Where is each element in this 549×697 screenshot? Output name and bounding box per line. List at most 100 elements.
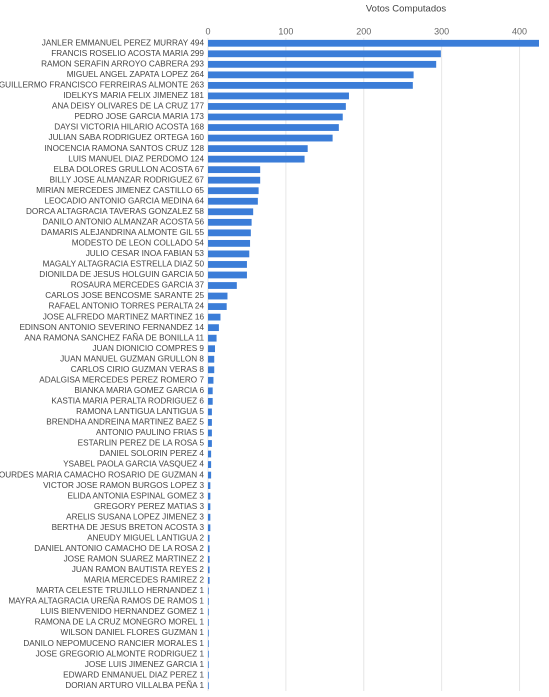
bar [208, 187, 259, 195]
y-tick-label: JULIAN SABA RODRIGUEZ ORTEGA 160 [49, 133, 205, 142]
bar [208, 671, 209, 679]
bar [208, 176, 261, 184]
y-tick-label: LUIS BIENVENIDO HERNANDEZ GOMEZ 1 [41, 607, 205, 616]
y-tick-label: MIGUEL ANGEL ZAPATA LOPEZ 264 [67, 70, 205, 79]
bar [208, 461, 212, 468]
y-tick-label: JUAN RAMON BAUTISTA REYES 2 [72, 565, 205, 574]
y-tick-label: ARELIS SUSANA LOPEZ JIMENEZ 3 [66, 512, 204, 521]
y-tick-label: MARTA CELESTE TRUJILLO HERNANDEZ 1 [36, 586, 204, 595]
bar [208, 503, 211, 511]
bar [208, 619, 209, 626]
bar [208, 366, 215, 374]
bars [208, 39, 539, 690]
bar [208, 545, 210, 553]
bar [208, 50, 441, 58]
y-tick-label: ANA DEISY OLIVARES DE LA CRUZ 177 [52, 102, 205, 111]
y-tick-label: LEOCADIO ANTONIO GARCIA MEDINA 64 [44, 196, 204, 205]
y-tick-label: MIRIAN MERCEDES JIMENEZ CASTILLO 65 [36, 186, 204, 195]
bar [208, 577, 210, 584]
bar [208, 440, 212, 447]
y-tick-label: BIANKA MARIA GOMEZ GARCIA 6 [74, 386, 204, 395]
bar [208, 471, 212, 479]
y-tick-label: KASTIA MARIA PERALTA RODRIGUEZ 6 [51, 397, 204, 406]
bar [208, 71, 414, 79]
bar [208, 208, 254, 216]
bar [208, 376, 214, 384]
y-tick-label: ANTONIO PAULINO FRIAS 5 [96, 428, 204, 437]
bar [208, 598, 209, 605]
y-tick-label: ESTARLIN PEREZ DE LA ROSA 5 [78, 439, 205, 448]
y-tick-label: DORCA ALTAGRACIA TAVERAS GONZALEZ 58 [26, 207, 204, 216]
y-tick-label: LOURDES MARIA CAMACHO ROSARIO DE GUZMAN … [0, 470, 204, 479]
y-tick-label: DANILO ANTONIO ALMANZAR ACOSTA 56 [42, 217, 204, 226]
bar [208, 587, 209, 595]
bar [208, 313, 221, 321]
bar [208, 197, 258, 205]
y-tick-label: JOSE LUIS JIMENEZ GARCIA 1 [85, 660, 205, 669]
bar [208, 303, 227, 310]
bar [208, 282, 237, 289]
y-tick-label: CARLOS JOSE BENCOSME SARANTE 25 [45, 291, 204, 300]
bar [208, 113, 343, 121]
bar [208, 419, 212, 426]
y-tick-label: DORIAN ARTURO VILLALBA PEÑA 1 [65, 680, 204, 690]
x-tick-label: 300 [434, 26, 449, 36]
bar [208, 334, 217, 342]
y-tick-label: DAMARIS ALEJANDRINA ALMONTE GIL 55 [41, 228, 204, 237]
axis-title: Votos Computados [366, 4, 447, 15]
bar [208, 629, 209, 637]
y-tick-label: DANILO NEPOMUCENO RANCIER MORALES 1 [23, 639, 204, 648]
y-tick-label: MAGALY ALTAGRACIA ESTRELLA DIAZ 50 [43, 260, 205, 269]
x-tick-label: 100 [278, 26, 293, 36]
y-tick-label: ELIDA ANTONIA ESPINAL GOMEZ 3 [67, 491, 204, 500]
bar [208, 81, 413, 89]
y-tick-label: GUILLERMO FRANCISCO FERREIRAS ALMONTE 26… [0, 81, 204, 90]
bar [208, 345, 216, 353]
y-tick-label: JUAN MANUEL GUZMAN GRULLON 8 [60, 354, 204, 363]
bar [208, 650, 209, 658]
y-tick-label: DIONILDA DE JESUS HOLGUIN GARCIA 50 [39, 270, 204, 279]
y-tick-label: JOSE GREGORIO ALMONTE RODRIGUEZ 1 [36, 649, 205, 658]
y-tick-label: VICTOR JOSE RAMON BURGOS LOPEZ 3 [43, 481, 204, 490]
y-tick-label: ROSAURA MERCEDES GARCIA 37 [71, 281, 205, 290]
bar [208, 155, 305, 163]
bar [208, 229, 251, 237]
y-tick-label: RAMON SERAFIN ARROYO CABRERA 293 [41, 60, 204, 69]
bar [208, 534, 210, 542]
bar [208, 39, 539, 47]
bar [208, 555, 210, 563]
y-tick-label: FRANCIS ROSELIO ACOSTA MARIA 299 [51, 49, 204, 58]
y-tick-label: DAYSI VICTORIA HILARIO ACOSTA 168 [54, 123, 204, 132]
y-tick-label: ANEUDY MIGUEL LANTIGUA 2 [87, 533, 204, 542]
y-tick-label: RAMONA LANTIGUA LANTIGUA 5 [76, 407, 204, 416]
bar [208, 261, 247, 268]
bar [208, 250, 250, 258]
y-tick-label: CARLOS CIRIO GUZMAN VERAS 8 [71, 365, 205, 374]
bar [208, 492, 211, 500]
bar [208, 124, 339, 131]
bar [208, 566, 210, 574]
bar [208, 134, 333, 142]
y-tick-label: JOSE ALFREDO MARTINEZ MARTINEZ 16 [43, 312, 205, 321]
y-tick-label: RAFAEL ANTONIO TORRES PERALTA 24 [49, 302, 205, 311]
bar [208, 218, 252, 226]
y-tick-label: EDWARD ENMANUEL DIAZ PEREZ 1 [63, 670, 204, 679]
y-tick-label: BILLY JOSE ALMANZAR RODRIGUEZ 67 [50, 175, 205, 184]
bar [208, 60, 437, 68]
y-tick-label: DANIEL ANTONIO CAMACHO DE LA ROSA 2 [34, 544, 204, 553]
y-tick-label: ADALGISA MERCEDES PEREZ ROMERO 7 [39, 375, 204, 384]
x-tick-label: 0 [205, 26, 210, 36]
y-tick-label: MODESTO DE LEON COLLADO 54 [72, 239, 205, 248]
x-tick-label: 400 [512, 26, 527, 36]
y-tick-label: JANLER EMMANUEL PEREZ MURRAY 494 [42, 38, 205, 47]
y-tick-label: YSABEL PAOLA GARCIA VASQUEZ 4 [63, 460, 204, 469]
bar [208, 482, 211, 490]
y-tick-label: RAMONA DE LA CRUZ MONEGRO MOREL 1 [35, 618, 205, 627]
bar [208, 524, 211, 532]
y-tick-label: MAYRA ALTAGRACIA UREÑA RAMOS DE RAMOS 1 [8, 596, 204, 606]
bar [208, 408, 212, 416]
y-tick-label: EDINSON ANTONIO SEVERINO FERNANDEZ 14 [19, 323, 204, 332]
bar [208, 292, 228, 300]
y-tick-label: JULIO CESAR INOA FABIAN 53 [86, 249, 205, 258]
